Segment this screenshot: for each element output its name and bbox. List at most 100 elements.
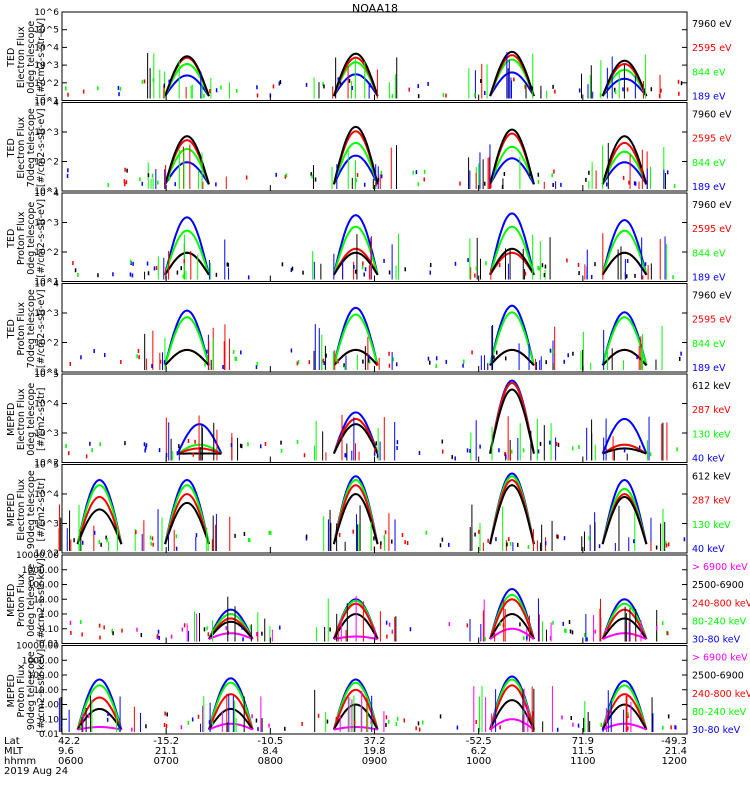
flux-point <box>152 542 154 547</box>
flux-point <box>138 355 140 360</box>
flux-arc <box>489 598 535 640</box>
flux-point <box>183 259 185 264</box>
flux-point <box>474 273 476 278</box>
legend-entry: 7960 eV <box>692 291 732 302</box>
flux-arc <box>489 251 535 276</box>
flux-point <box>149 535 152 540</box>
flux-point <box>137 348 140 353</box>
flux-point <box>125 180 128 185</box>
flux-arc <box>601 229 648 276</box>
y-axis-label: [#/cm2-s-str-eV] <box>36 199 47 278</box>
flux-point <box>255 364 258 369</box>
legend-entry: 612 keV <box>692 381 731 392</box>
y-tick-label: 10^2 <box>34 549 59 559</box>
flux-point <box>234 533 236 538</box>
x-lat-label: -10.5 <box>257 736 283 747</box>
flux-point <box>243 531 246 536</box>
legend-entry: 240-800 keV <box>692 598 750 609</box>
x-mlt-label: 8.4 <box>262 746 278 757</box>
flux-point <box>441 449 444 454</box>
x-time-label: 0800 <box>258 756 283 767</box>
flux-arc <box>76 707 123 731</box>
flux-point <box>147 271 150 276</box>
flux-point <box>539 441 542 446</box>
flux-point <box>563 359 565 364</box>
y-axis-label: [#/cm2-s-str-eV] <box>36 18 47 97</box>
y-axis-label: Proton Flux <box>16 664 27 718</box>
flux-arc <box>601 495 648 545</box>
flux-point <box>311 174 313 179</box>
flux-point <box>501 184 504 189</box>
flux-point <box>356 173 359 178</box>
flux-point <box>425 530 428 535</box>
y-axis-label: TED <box>6 319 17 339</box>
flux-point <box>568 619 571 624</box>
flux-point <box>557 442 560 447</box>
flux-point <box>454 261 457 266</box>
flux-point <box>261 631 263 636</box>
flux-point <box>496 350 498 355</box>
flux-point <box>662 725 664 730</box>
flux-point <box>448 622 451 627</box>
flux-point <box>247 442 249 447</box>
flux-point <box>441 439 444 444</box>
flux-point <box>123 182 126 187</box>
flux-point <box>555 441 558 446</box>
x-row-label: Lat <box>4 736 20 747</box>
flux-point <box>348 78 351 83</box>
flux-point <box>209 89 211 94</box>
flux-point <box>129 272 132 277</box>
flux-point <box>498 263 501 268</box>
legend-entry: 30-80 keV <box>692 725 741 736</box>
flux-point <box>454 456 456 461</box>
flux-point <box>627 712 629 717</box>
flux-point <box>566 258 568 263</box>
flux-point <box>310 172 312 177</box>
flux-point <box>435 363 438 368</box>
flux-point <box>256 85 258 90</box>
flux-arc <box>164 316 210 366</box>
y-tick-label: 10000.00 <box>16 551 59 561</box>
flux-point <box>180 725 183 730</box>
flux-point <box>284 726 286 731</box>
flux-point <box>281 262 284 267</box>
flux-point <box>195 533 198 538</box>
flux-point <box>175 546 178 551</box>
flux-point <box>510 449 513 454</box>
flux-arc <box>489 311 535 366</box>
flux-point <box>374 448 376 453</box>
flux-point <box>66 174 69 179</box>
flux-point <box>678 356 681 361</box>
x-time-label: 0700 <box>153 756 178 767</box>
flux-point <box>375 441 378 446</box>
y-tick-label: 10^2 <box>34 158 59 168</box>
flux-point <box>429 270 431 275</box>
flux-point <box>474 532 476 537</box>
flux-point <box>301 721 303 726</box>
flux-arc <box>489 128 535 185</box>
flux-point <box>353 264 355 269</box>
flux-point <box>614 90 617 95</box>
flux-arc <box>333 251 379 276</box>
flux-point <box>240 350 242 355</box>
flux-point <box>442 92 445 97</box>
flux-point <box>118 724 120 729</box>
flux-point <box>606 182 608 187</box>
flux-point <box>600 722 602 727</box>
flux-point <box>490 184 492 189</box>
flux-arc <box>601 141 648 185</box>
flux-arc <box>332 423 379 455</box>
flux-point <box>305 534 308 539</box>
flux-point <box>351 85 353 90</box>
flux-point <box>532 711 534 716</box>
flux-point <box>578 271 580 276</box>
flux-point <box>69 361 71 366</box>
flux-point <box>658 93 661 98</box>
flux-point <box>165 723 168 728</box>
flux-point <box>362 359 364 364</box>
flux-point <box>73 538 75 543</box>
flux-arc <box>489 145 535 185</box>
flux-arc <box>332 688 379 730</box>
flux-point <box>521 710 524 715</box>
